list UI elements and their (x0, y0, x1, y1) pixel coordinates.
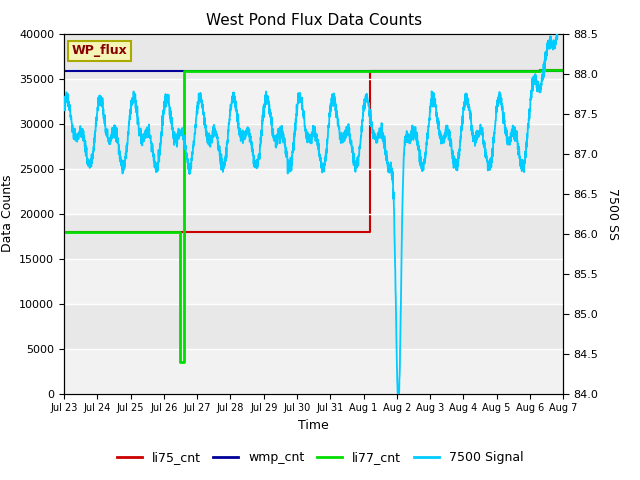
Title: West Pond Flux Data Counts: West Pond Flux Data Counts (205, 13, 422, 28)
Bar (64, 168, 563, 214)
Bar (64, 259, 563, 303)
Bar (64, 348, 563, 394)
Y-axis label: Data Counts: Data Counts (1, 175, 13, 252)
X-axis label: Time: Time (298, 419, 329, 432)
Text: WP_flux: WP_flux (72, 44, 127, 58)
Legend: li75_cnt, wmp_cnt, li77_cnt, 7500 Signal: li75_cnt, wmp_cnt, li77_cnt, 7500 Signal (112, 446, 528, 469)
Bar (64, 79, 563, 123)
Y-axis label: 7500 SS: 7500 SS (606, 188, 620, 240)
